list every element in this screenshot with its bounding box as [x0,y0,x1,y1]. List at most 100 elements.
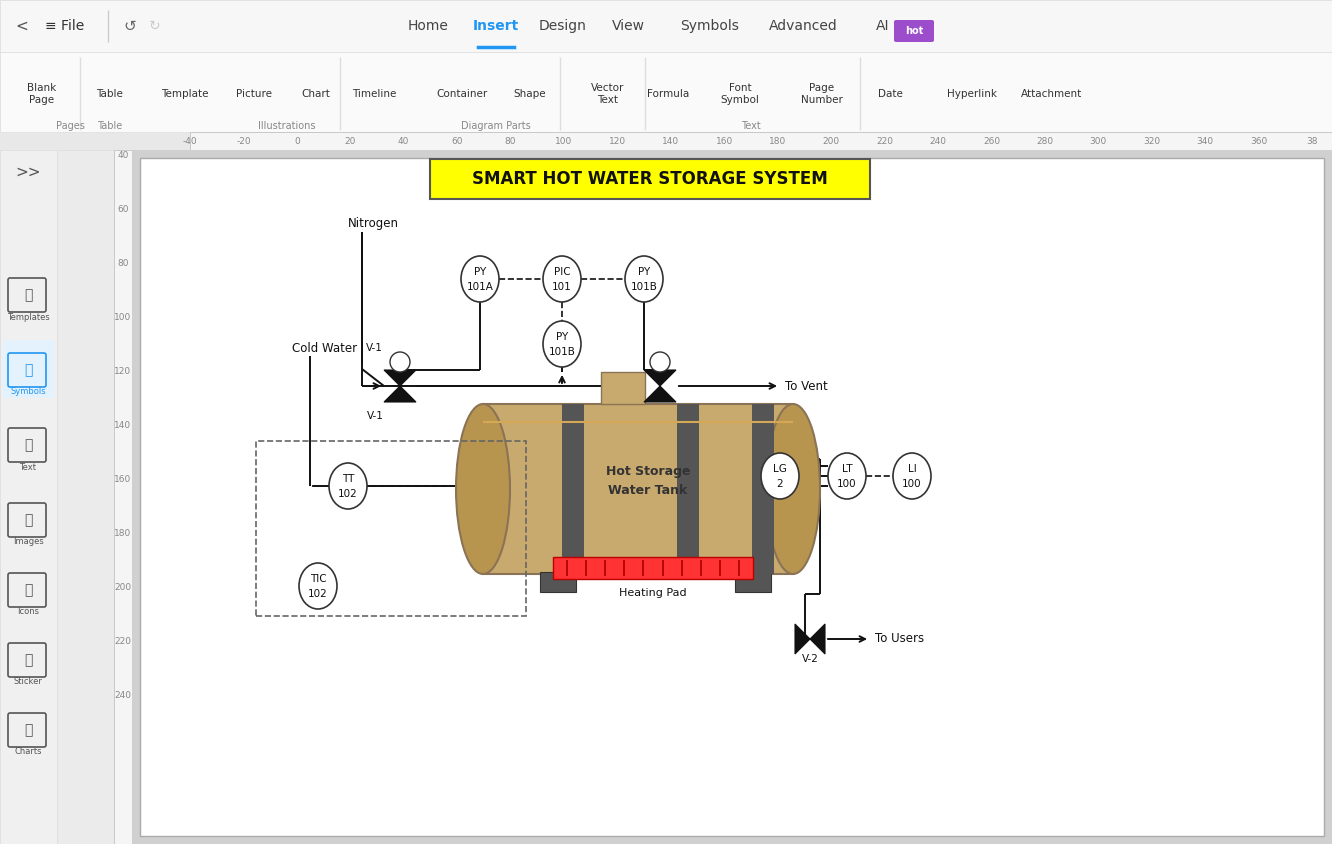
Text: Water Tank: Water Tank [609,484,687,497]
Text: ↺: ↺ [124,19,136,34]
Text: Vector
Text: Vector Text [591,84,625,105]
Text: Text: Text [741,121,761,131]
Ellipse shape [829,453,866,499]
Text: Symbols: Symbols [11,387,45,397]
Text: >>: >> [15,165,41,180]
Polygon shape [643,386,677,402]
Text: 160: 160 [715,137,733,145]
Text: 0: 0 [294,137,300,145]
Text: Hyperlink: Hyperlink [947,89,996,99]
Text: 101: 101 [553,282,571,292]
Text: Symbols: Symbols [681,19,739,33]
FancyBboxPatch shape [894,20,934,42]
Bar [430,159,870,199]
Text: Nitrogen: Nitrogen [348,218,400,230]
Text: ⬜: ⬜ [24,723,32,737]
Text: V-1: V-1 [365,343,382,353]
Text: <: < [16,19,28,34]
Text: Design: Design [539,19,587,33]
Text: Container: Container [437,89,488,99]
Bar [0,52,1332,132]
Text: 180: 180 [769,137,786,145]
Text: PIC: PIC [554,267,570,277]
Text: 360: 360 [1249,137,1267,145]
Text: 102: 102 [308,589,328,599]
Bar [0,150,57,844]
Text: Illustrations: Illustrations [258,121,316,131]
Ellipse shape [761,453,799,499]
Text: 20: 20 [345,137,356,145]
Polygon shape [384,370,416,386]
Polygon shape [384,386,416,402]
Text: ≡ File: ≡ File [45,19,85,33]
Text: Chart: Chart [301,89,330,99]
Text: 2: 2 [777,479,783,489]
Text: Advanced: Advanced [769,19,838,33]
Text: 220: 220 [876,137,892,145]
Text: TT: TT [342,474,354,484]
Text: 280: 280 [1036,137,1054,145]
Text: 160: 160 [115,474,132,484]
Text: 200: 200 [823,137,839,145]
Text: To Users: To Users [875,632,924,646]
Text: Insert: Insert [473,19,519,33]
Circle shape [390,352,410,372]
Bar [753,404,774,574]
Text: TIC: TIC [309,574,326,584]
Text: Home: Home [408,19,449,33]
Text: -40: -40 [182,137,197,145]
Text: ⬜: ⬜ [24,653,32,667]
Ellipse shape [329,463,368,509]
Bar [677,404,699,574]
Text: Heating Pad: Heating Pad [619,588,687,598]
Bar [735,572,771,592]
Text: 220: 220 [115,636,132,646]
Text: 120: 120 [609,137,626,145]
Bar [3,340,55,398]
Text: Diagram Parts: Diagram Parts [461,121,531,131]
Text: Table: Table [96,89,124,99]
Bar [190,132,1332,150]
Polygon shape [810,624,825,654]
Text: Templates: Templates [7,312,49,322]
Bar [256,441,526,616]
Text: 300: 300 [1090,137,1107,145]
Text: Blank
Page: Blank Page [28,84,57,105]
Text: Shape: Shape [514,89,546,99]
Text: 40: 40 [398,137,409,145]
Text: LG: LG [773,464,787,474]
Circle shape [650,352,670,372]
Text: 140: 140 [115,420,132,430]
Ellipse shape [298,563,337,609]
Text: 140: 140 [662,137,679,145]
Text: 100: 100 [555,137,573,145]
Text: Formula: Formula [647,89,689,99]
Bar [140,158,1324,836]
Text: ⬜: ⬜ [24,513,32,527]
Polygon shape [643,370,677,386]
Text: Images: Images [12,538,44,547]
Text: ⬜: ⬜ [24,438,32,452]
Bar [484,404,793,574]
Text: View: View [611,19,645,33]
Text: Picture: Picture [236,89,272,99]
Text: ⬜: ⬜ [24,583,32,597]
Text: 101A: 101A [466,282,493,292]
Text: AI: AI [876,19,890,33]
Text: Template: Template [161,89,209,99]
Text: Charts: Charts [15,748,41,756]
Bar [57,150,115,844]
Text: Pages: Pages [56,121,84,131]
Ellipse shape [543,256,581,302]
Text: 60: 60 [117,204,129,214]
Text: 340: 340 [1196,137,1213,145]
Bar [562,404,583,574]
Bar [0,0,1332,52]
Text: LI: LI [907,464,916,474]
Ellipse shape [461,256,500,302]
Text: 100: 100 [902,479,922,489]
Text: PY: PY [555,332,569,342]
Ellipse shape [892,453,931,499]
Text: V-2: V-2 [802,654,818,664]
Bar [539,572,575,592]
